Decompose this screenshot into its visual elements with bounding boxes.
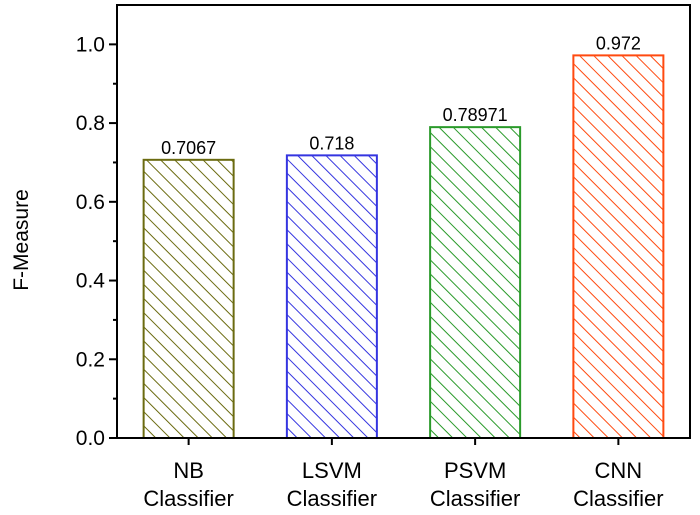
x-tick-label-lsvm: LSVM Classifier xyxy=(287,458,377,511)
data-label-cnn: 0.972 xyxy=(596,33,641,53)
x-tick-label-nb: NB Classifier xyxy=(143,458,233,511)
bar-nb xyxy=(142,158,235,440)
data-label-lsvm: 0.718 xyxy=(309,133,354,153)
bar-cnn xyxy=(572,54,665,439)
data-label-nb: 0.7067 xyxy=(161,138,216,158)
y-axis-title: F-Measure xyxy=(10,189,33,291)
bar-psvm xyxy=(429,126,522,440)
y-tick-label: 0.0 xyxy=(76,427,105,450)
y-tick-label: 0.8 xyxy=(76,112,105,135)
y-tick-label: 0.4 xyxy=(76,270,106,293)
bar-lsvm xyxy=(285,154,378,440)
axis-layer: NB Classifier LSVM Classifier PSVM Classifier… xyxy=(76,4,691,511)
y-tick-label: 0.2 xyxy=(76,348,105,371)
plot-frame xyxy=(116,4,691,439)
y-tick-label: 1.0 xyxy=(76,33,105,56)
x-tick-label-psvm: PSVM Classifier xyxy=(430,458,520,511)
bars-layer xyxy=(142,54,665,440)
y-tick-label: 0.6 xyxy=(76,191,105,214)
data-label-psvm: 0.78971 xyxy=(443,105,508,125)
data-labels-layer: 0.7067 0.718 0.78971 0.972 xyxy=(161,33,641,157)
x-tick-label-cnn: CNN Classifier xyxy=(573,458,663,511)
